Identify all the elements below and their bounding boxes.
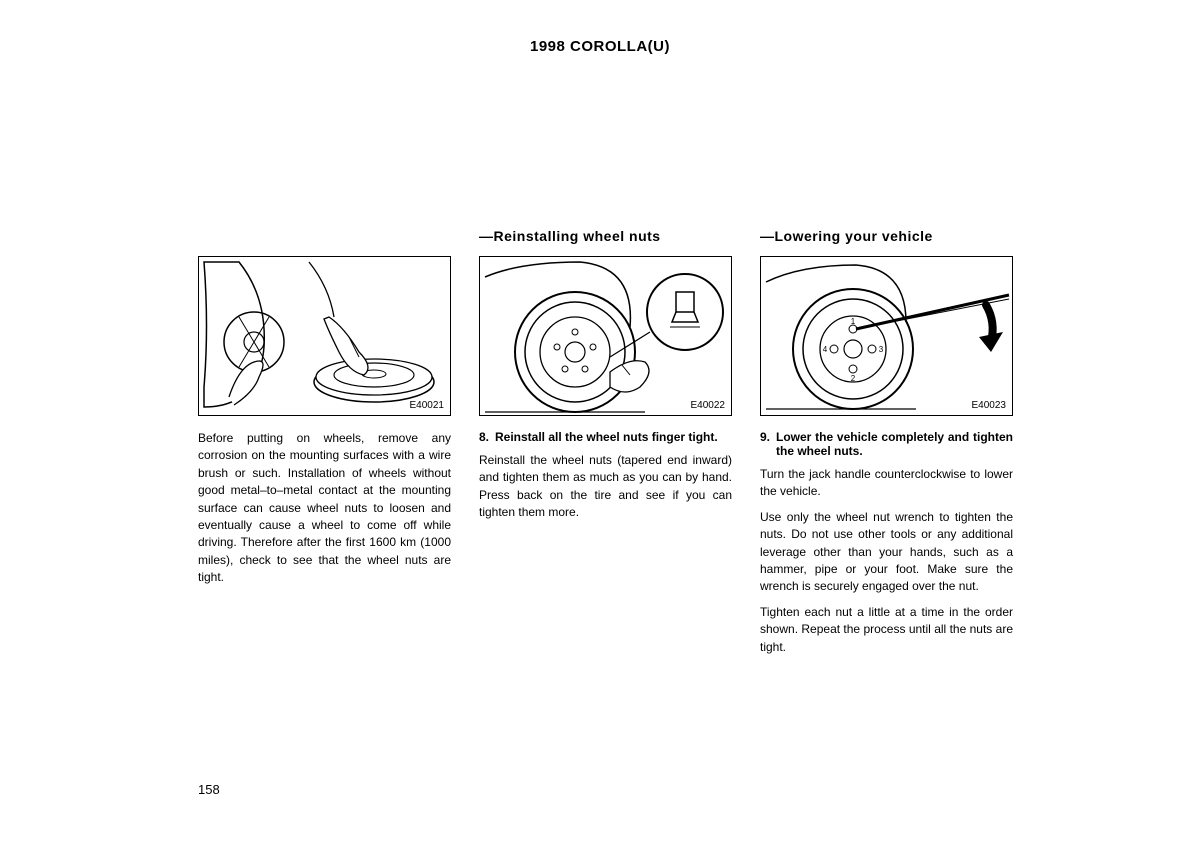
figure-id-1: E40021 xyxy=(410,400,444,411)
svg-text:4: 4 xyxy=(823,345,828,354)
svg-text:3: 3 xyxy=(879,345,884,354)
content-columns: E40021 Before putting on wheels, remove … xyxy=(198,228,1008,664)
col2-step-num: 8. xyxy=(479,430,495,444)
col3-step-num: 9. xyxy=(760,430,776,458)
page-header: 1998 COROLLA(U) xyxy=(0,38,1200,55)
col2-paragraph-1: Reinstall the wheel nuts (tapered end in… xyxy=(479,452,732,522)
col3-title: —Lowering your vehicle xyxy=(760,228,1013,246)
col3-step-text: Lower the vehicle completely and tighten… xyxy=(776,430,1013,458)
col2-step: 8. Reinstall all the wheel nuts finger t… xyxy=(479,430,732,444)
figure-id-3: E40023 xyxy=(972,400,1006,411)
col2-step-text: Reinstall all the wheel nuts finger tigh… xyxy=(495,430,732,444)
col1-title-spacer xyxy=(198,228,451,256)
col1-paragraph-1: Before putting on wheels, remove any cor… xyxy=(198,430,451,587)
column-3: —Lowering your vehicle 1 3 2 4 xyxy=(760,228,1013,664)
figure-cleaning-surfaces: E40021 xyxy=(198,256,451,416)
col3-step: 9. Lower the vehicle completely and tigh… xyxy=(760,430,1013,458)
svg-text:1: 1 xyxy=(851,317,856,326)
col3-paragraph-2: Use only the wheel nut wrench to tighten… xyxy=(760,509,1013,596)
column-1: E40021 Before putting on wheels, remove … xyxy=(198,228,451,664)
column-2: —Reinstalling wheel nuts xyxy=(479,228,732,664)
figure-lowering-vehicle: 1 3 2 4 E40023 xyxy=(760,256,1013,416)
svg-text:2: 2 xyxy=(851,374,856,383)
page-number: 158 xyxy=(198,782,220,797)
col3-paragraph-3: Tighten each nut a little at a time in t… xyxy=(760,604,1013,656)
figure-id-2: E40022 xyxy=(691,400,725,411)
col2-title: —Reinstalling wheel nuts xyxy=(479,228,732,246)
col3-paragraph-1: Turn the jack handle counterclockwise to… xyxy=(760,466,1013,501)
figure-reinstall-nuts: E40022 xyxy=(479,256,732,416)
